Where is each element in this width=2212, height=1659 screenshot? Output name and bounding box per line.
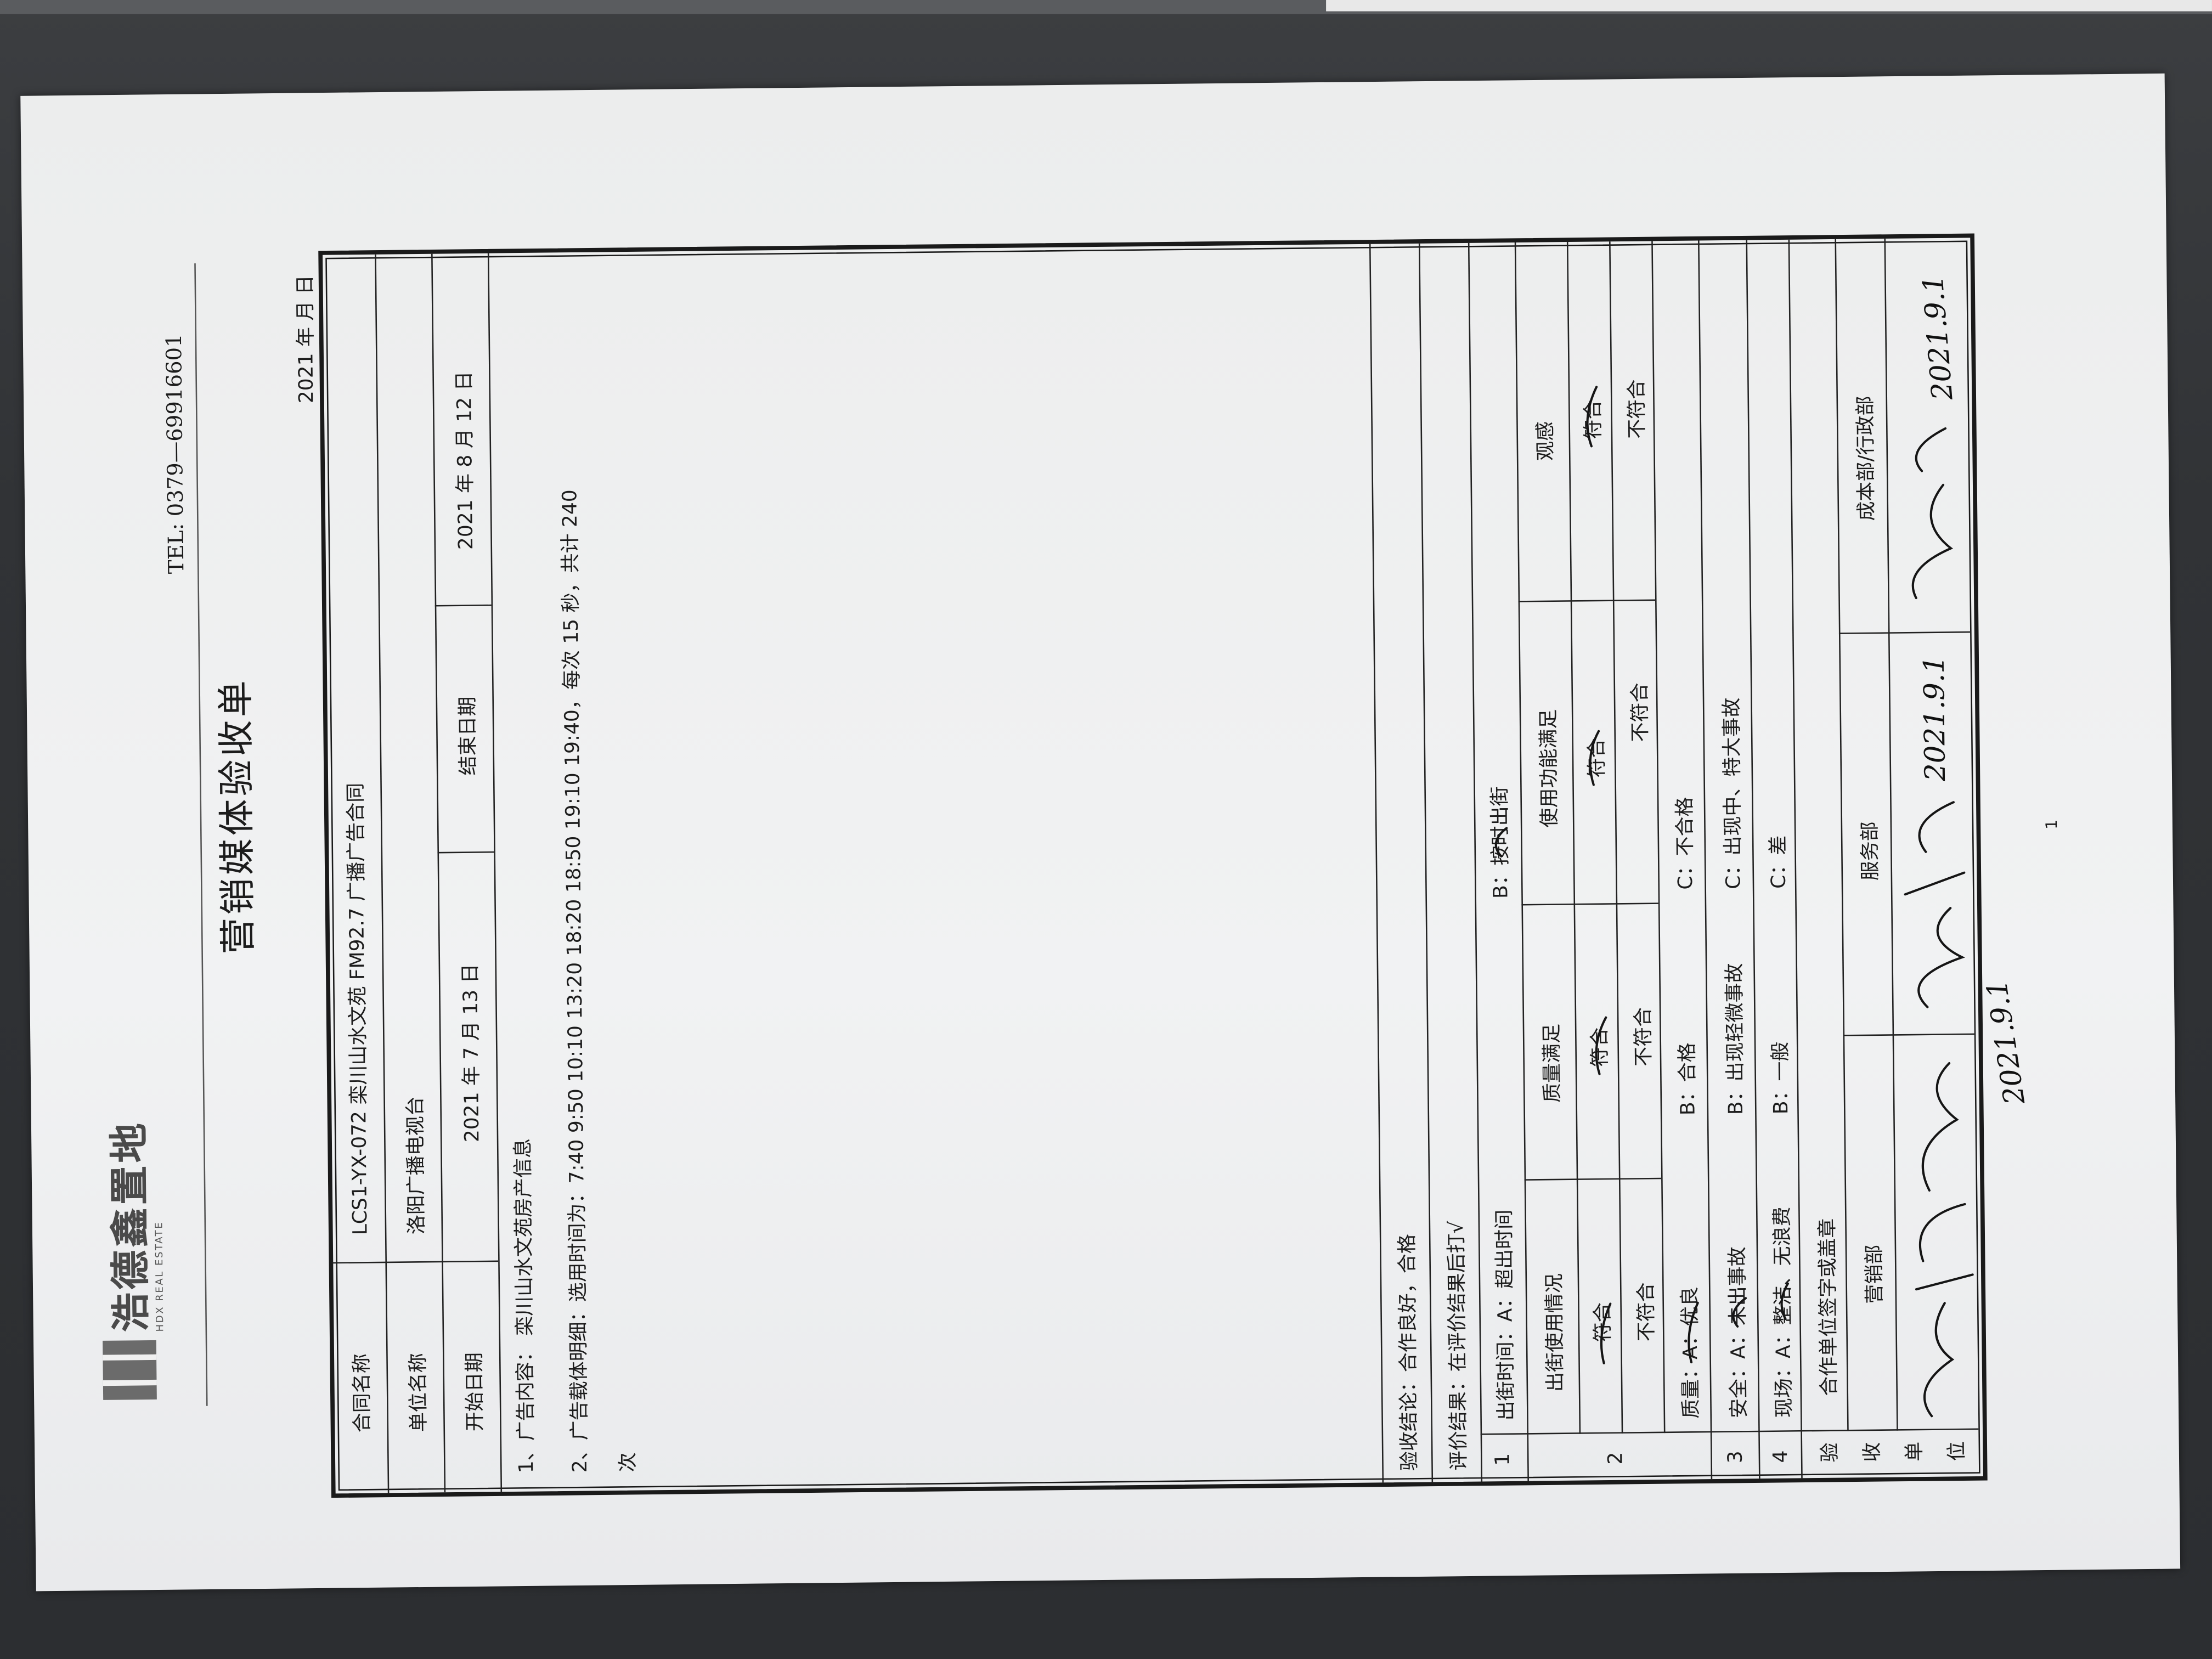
signature-marketing — [1915, 1062, 1974, 1418]
acceptance-form-page: 浩德鑫置地 HDX REAL ESTATE TEL: 0379—69916601… — [20, 73, 2181, 1592]
signature-service — [1904, 801, 1966, 1008]
page-number: 1 — [2042, 819, 2061, 830]
signature-cost — [1911, 427, 1954, 600]
check-mark — [1600, 1302, 1612, 1364]
signature-date-service: 2021.9.1 — [1916, 655, 1952, 782]
check-mark — [1494, 827, 1508, 857]
check-mark — [1780, 1282, 1789, 1321]
desk-object — [1326, 0, 2212, 12]
check-mark — [1688, 1301, 1699, 1364]
handwriting-overlay — [1494, 386, 1974, 1418]
check-mark — [1586, 386, 1598, 448]
check-mark — [1732, 1297, 1747, 1328]
check-mark — [1589, 730, 1600, 786]
check-mark — [1595, 1016, 1607, 1075]
